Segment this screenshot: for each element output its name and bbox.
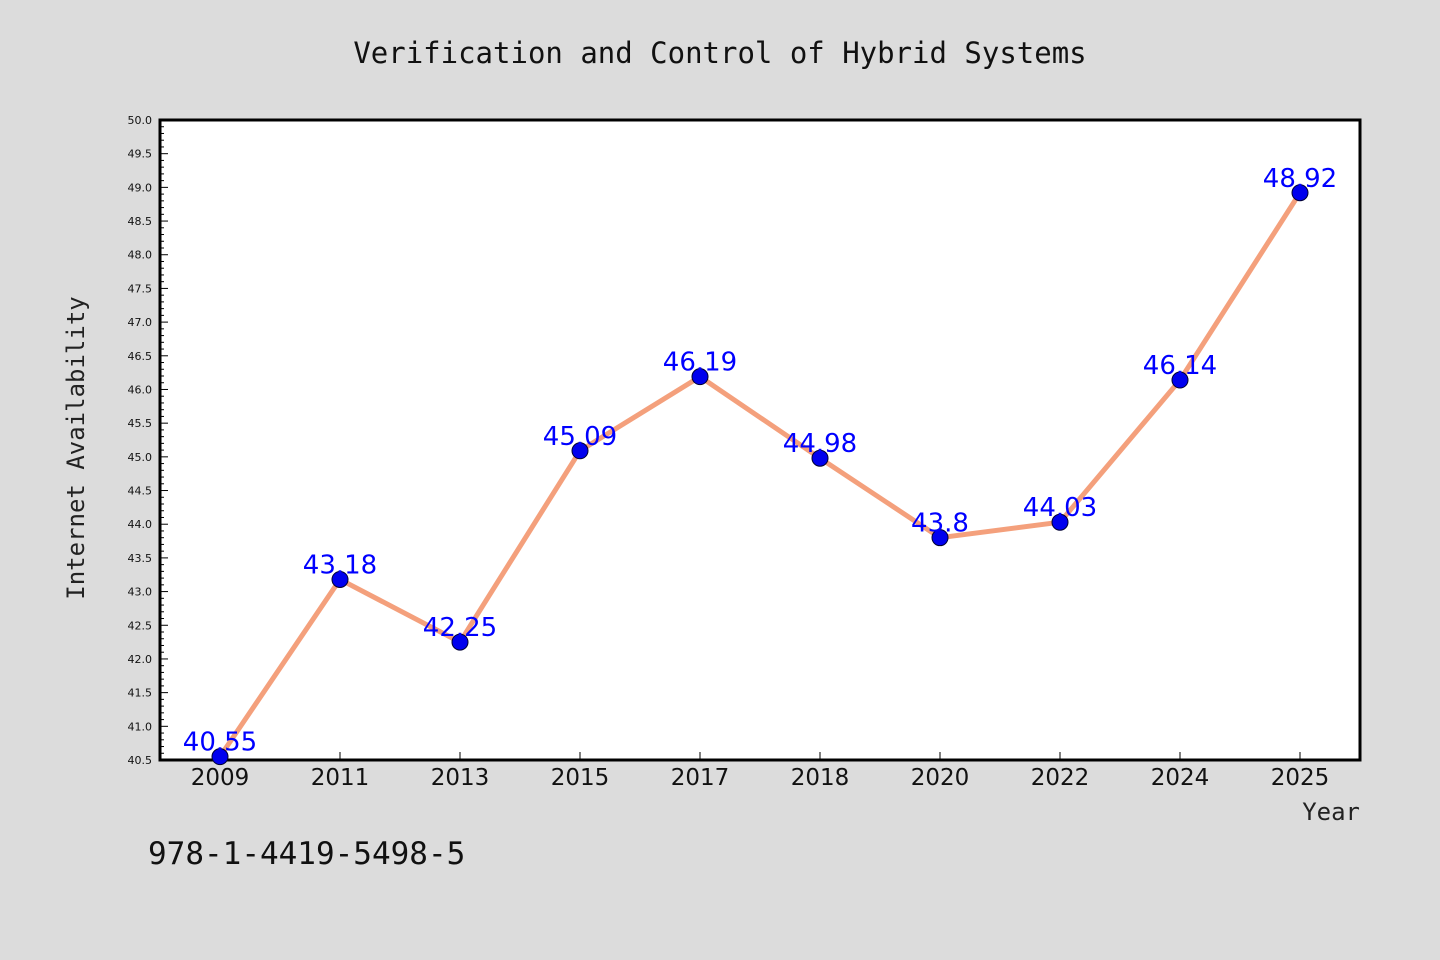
- x-tick-label: 2022: [1031, 765, 1090, 791]
- series-line: [217, 191, 1303, 759]
- data-label: 46.19: [663, 348, 737, 378]
- x-tick-label: 2017: [671, 765, 730, 791]
- y-tick-label: 46.5: [128, 350, 153, 363]
- data-point: [1051, 513, 1069, 531]
- y-axis-ticks: 40.5 41.0 41.5 42.0 42.5 43.0 43.5 44.0 44.5 45.0…: [128, 114, 168, 767]
- y-tick-label: 43.0: [128, 586, 153, 599]
- y-tick-label: 50.0: [128, 114, 153, 127]
- data-label: 48.92: [1263, 164, 1337, 194]
- x-tick-label: 2018: [791, 765, 850, 791]
- data-point: [211, 748, 229, 766]
- data-label: 45.09: [543, 422, 617, 452]
- data-point: [691, 368, 709, 386]
- data-label: 44.03: [1023, 493, 1097, 523]
- y-tick-label: 44.5: [128, 485, 153, 498]
- y-tick-label: 43.5: [128, 552, 153, 565]
- y-tick-label: 44.0: [128, 518, 153, 531]
- x-tick-label: 2015: [551, 765, 610, 791]
- x-tick-label: 2024: [1151, 765, 1210, 791]
- data-label: 44.98: [783, 429, 857, 459]
- data-label-group: 40.55 43.18 42.25 45.09 46.19 44.98 43.8 44.03 4…: [183, 164, 1337, 758]
- x-tick-label: 2025: [1271, 765, 1330, 791]
- y-tick-label: 49.0: [128, 181, 153, 194]
- data-label: 43.8: [911, 509, 969, 539]
- data-point: [1291, 184, 1309, 202]
- x-tick-label: 2020: [911, 765, 970, 791]
- x-tick-label: 2011: [311, 765, 370, 791]
- chart-title: Verification and Control of Hybrid Syste…: [353, 36, 1086, 70]
- data-label: 46.14: [1143, 351, 1217, 381]
- data-label: 43.18: [303, 550, 377, 580]
- data-point: [451, 633, 469, 651]
- x-tick-label: 2009: [191, 765, 250, 791]
- x-axis-ticks: 2009 2011 2013 2015 2017 2018 2020 2022 2024 2025: [191, 752, 1330, 791]
- y-tick-label: 47.0: [128, 316, 153, 329]
- x-axis-label: Year: [1302, 798, 1360, 826]
- y-tick-label: 49.5: [128, 148, 153, 161]
- y-tick-label: 40.5: [128, 754, 153, 767]
- y-tick-label: 41.0: [128, 720, 153, 733]
- data-point: [931, 529, 949, 547]
- y-tick-label: 41.5: [128, 687, 153, 700]
- series-group: [211, 184, 1309, 766]
- data-label: 42.25: [423, 613, 497, 643]
- isbn-text: 978-1-4419-5498-5: [148, 836, 465, 872]
- y-tick-label: 42.5: [128, 619, 153, 632]
- data-label: 40.55: [183, 728, 257, 758]
- y-tick-label: 45.5: [128, 417, 153, 430]
- data-point: [811, 449, 829, 467]
- plot-area: [158, 118, 1362, 762]
- x-tick-label: 2013: [431, 765, 490, 791]
- data-point: [571, 442, 589, 460]
- y-tick-label: 47.5: [128, 282, 153, 295]
- y-tick-label: 48.5: [128, 215, 153, 228]
- y-tick-label: 45.0: [128, 451, 153, 464]
- data-point: [331, 570, 349, 588]
- y-tick-label: 46.0: [128, 383, 153, 396]
- y-tick-label: 48.0: [128, 249, 153, 262]
- y-axis-label: Internet Availability: [62, 296, 90, 599]
- y-tick-label: 42.0: [128, 653, 153, 666]
- data-point: [1171, 371, 1189, 389]
